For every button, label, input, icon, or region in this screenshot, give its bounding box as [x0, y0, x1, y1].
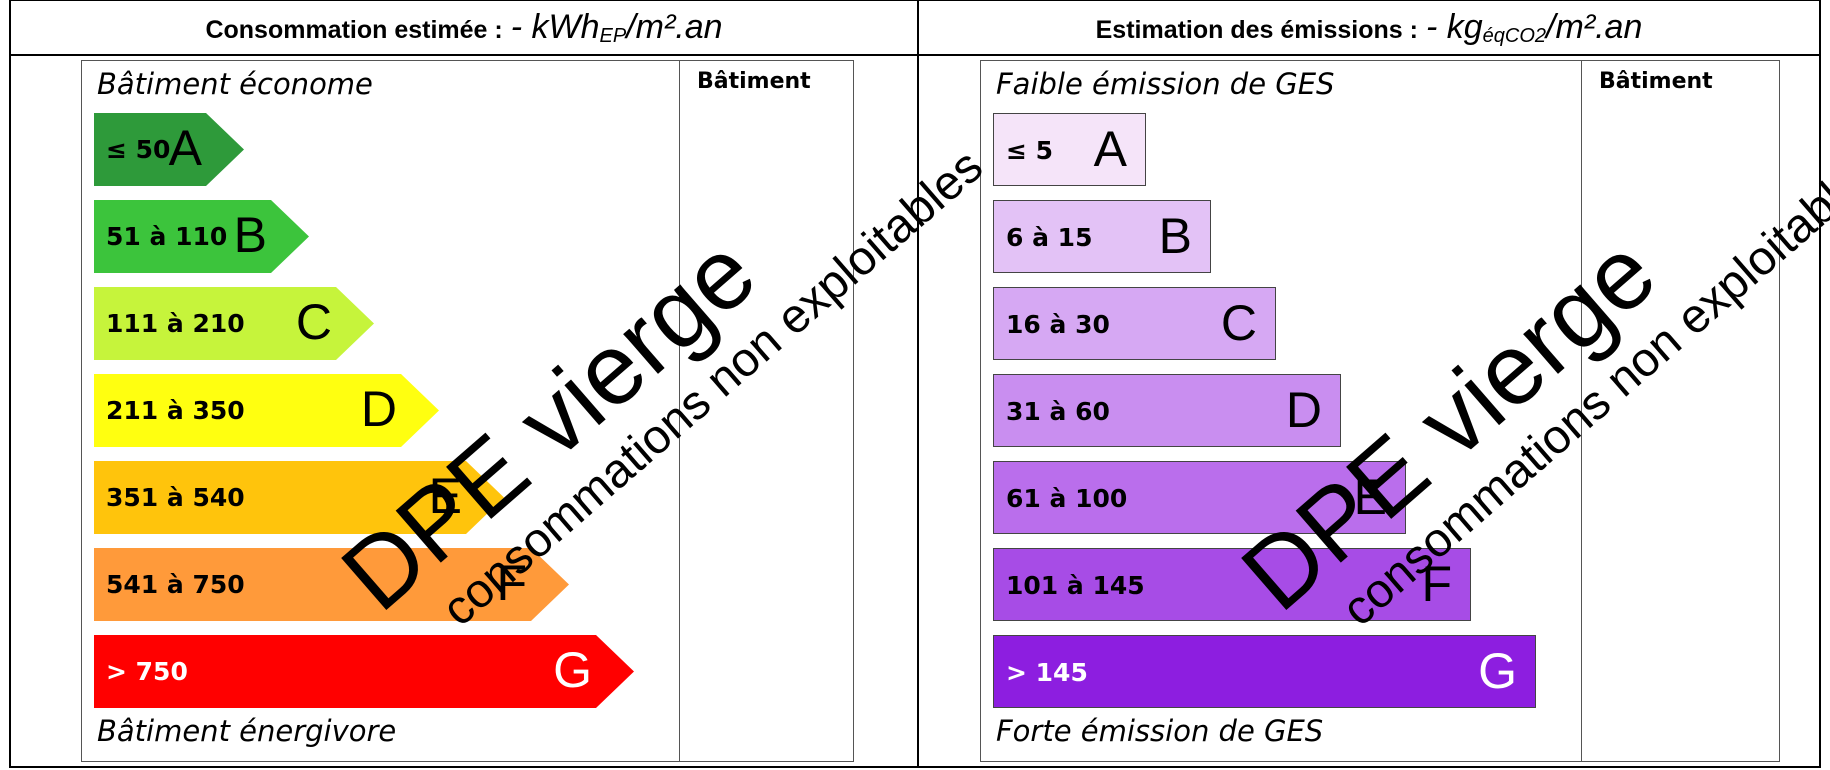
- energy-class-bar-d: 211 à 350 D: [94, 374, 439, 447]
- emissions-class-letter: C: [1220, 295, 1257, 351]
- top-border: [9, 0, 1821, 1]
- emissions-class-range: 31 à 60: [1006, 397, 1110, 426]
- emissions-class-range: 16 à 30: [1006, 310, 1110, 339]
- emissions-header-sub: éqCO2: [1482, 25, 1547, 47]
- emissions-bottom-caption: Forte émission de GES: [996, 714, 1324, 748]
- emissions-class-bar-f: 101 à 145 F: [993, 548, 1471, 621]
- emissions-class-letter: E: [1353, 469, 1387, 525]
- energy-class-range: ≤ 50: [106, 135, 171, 164]
- emissions-header: Estimation des émissions : - kg éqCO2/m².…: [919, 8, 1819, 50]
- energy-header-label: Consommation estimée :: [205, 16, 503, 44]
- center-divider: [917, 0, 919, 768]
- emissions-column-title: Bâtiment: [1599, 69, 1713, 94]
- emissions-class-bar-d: 31 à 60 D: [993, 374, 1341, 447]
- energy-header: Consommation estimée : - kWh EP/m².an: [11, 8, 917, 50]
- energy-class-letter: A: [168, 120, 202, 176]
- energy-bottom-caption: Bâtiment énergivore: [97, 714, 397, 748]
- emissions-class-bar-b: 6 à 15 B: [993, 200, 1211, 273]
- energy-class-letter: G: [553, 642, 592, 698]
- emissions-class-bar-e: 61 à 100 E: [993, 461, 1406, 534]
- emissions-header-value: - kg: [1425, 8, 1483, 46]
- energy-top-caption: Bâtiment économe: [97, 67, 373, 101]
- energy-class-bar-b: 51 à 110 B: [94, 200, 309, 273]
- energy-class-letter: E: [428, 468, 462, 524]
- energy-class-letter: B: [233, 207, 267, 263]
- emissions-header-label: Estimation des émissions :: [1095, 16, 1418, 44]
- energy-class-bar-c: 111 à 210 C: [94, 287, 374, 360]
- emissions-class-letter: B: [1158, 208, 1192, 264]
- energy-column-title: Bâtiment: [697, 69, 811, 94]
- energy-class-letter: C: [295, 294, 332, 350]
- emissions-class-letter: D: [1285, 382, 1322, 438]
- energy-class-bar-g: > 750 G: [94, 635, 634, 708]
- emissions-class-bar-g: > 145 G: [993, 635, 1536, 708]
- emissions-column-separator: [1581, 61, 1582, 761]
- emissions-top-caption: Faible émission de GES: [996, 67, 1335, 101]
- energy-class-bar-a: ≤ 50 A: [94, 113, 244, 186]
- emissions-class-bar-a: ≤ 5 A: [993, 113, 1146, 186]
- label-frame: [9, 0, 1821, 768]
- energy-column-separator: [679, 61, 680, 761]
- emissions-class-range: 101 à 145: [1006, 571, 1145, 600]
- emissions-class-range: 61 à 100: [1006, 484, 1128, 513]
- energy-class-range: 211 à 350: [106, 396, 245, 425]
- energy-class-bar-f: 541 à 750 F: [94, 548, 569, 621]
- energy-class-range: 541 à 750: [106, 570, 245, 599]
- energy-class-range: 51 à 110: [106, 222, 228, 251]
- energy-class-letter: D: [360, 381, 397, 437]
- energy-class-range: 111 à 210: [106, 309, 245, 338]
- energy-class-range: > 750: [106, 657, 188, 686]
- emissions-class-letter: G: [1478, 643, 1517, 699]
- emissions-class-range: ≤ 5: [1006, 136, 1054, 165]
- emissions-class-letter: F: [1421, 556, 1452, 612]
- energy-class-range: 351 à 540: [106, 483, 245, 512]
- header-divider: [9, 54, 1821, 56]
- emissions-label-panel: Bâtiment Faible émission de GES Forte ém…: [980, 60, 1780, 762]
- energy-label-panel: Bâtiment Bâtiment économe Bâtiment énerg…: [81, 60, 854, 762]
- emissions-class-bar-c: 16 à 30 C: [993, 287, 1276, 360]
- energy-header-sub: EP: [599, 25, 627, 47]
- energy-header-unit: /m².an: [626, 8, 723, 46]
- emissions-class-range: > 145: [1006, 658, 1088, 687]
- emissions-class-letter: A: [1093, 121, 1127, 177]
- energy-header-value: - kWh: [510, 8, 600, 46]
- energy-class-letter: F: [496, 555, 527, 611]
- energy-class-bar-e: 351 à 540 E: [94, 461, 504, 534]
- emissions-class-range: 6 à 15: [1006, 223, 1093, 252]
- emissions-header-unit: /m².an: [1546, 8, 1643, 46]
